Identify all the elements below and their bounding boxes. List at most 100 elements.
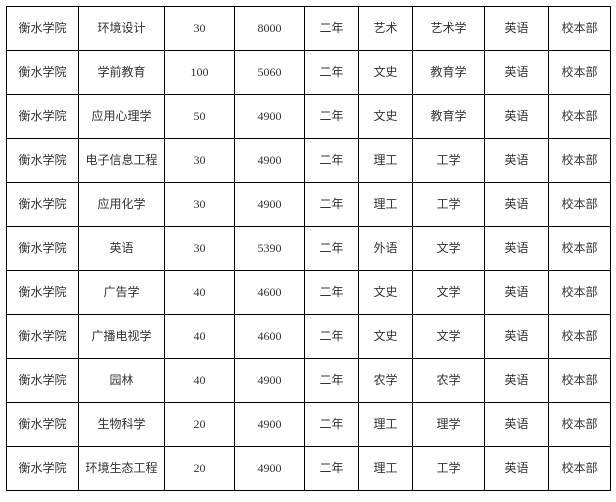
table-cell: 衡水学院 — [7, 227, 79, 271]
table-cell: 理工 — [359, 447, 413, 491]
table-cell: 4900 — [235, 359, 305, 403]
table-cell: 衡水学院 — [7, 51, 79, 95]
table-cell: 二年 — [305, 315, 359, 359]
table-cell: 广播电视学 — [79, 315, 165, 359]
table-cell: 衡水学院 — [7, 183, 79, 227]
table-cell: 二年 — [305, 227, 359, 271]
table-cell: 4900 — [235, 95, 305, 139]
table-cell: 校本部 — [549, 227, 611, 271]
table-cell: 5060 — [235, 51, 305, 95]
table-cell: 二年 — [305, 271, 359, 315]
table-cell: 校本部 — [549, 183, 611, 227]
table-cell: 生物科学 — [79, 403, 165, 447]
table-row: 衡水学院应用心理学504900二年文史教育学英语校本部 — [7, 95, 611, 139]
table-cell: 二年 — [305, 51, 359, 95]
table-row: 衡水学院园林404900二年农学农学英语校本部 — [7, 359, 611, 403]
table-cell: 4900 — [235, 183, 305, 227]
table-cell: 8000 — [235, 7, 305, 51]
table-cell: 艺术学 — [413, 7, 485, 51]
table-cell: 校本部 — [549, 139, 611, 183]
table-cell: 二年 — [305, 183, 359, 227]
table-cell: 英语 — [485, 359, 549, 403]
table-cell: 衡水学院 — [7, 139, 79, 183]
table-cell: 园林 — [79, 359, 165, 403]
table-cell: 二年 — [305, 359, 359, 403]
table-cell: 4900 — [235, 139, 305, 183]
table-cell: 英语 — [485, 447, 549, 491]
table-cell: 农学 — [359, 359, 413, 403]
table-cell: 英语 — [485, 95, 549, 139]
table-cell: 衡水学院 — [7, 95, 79, 139]
table-cell: 理工 — [359, 403, 413, 447]
table-cell: 校本部 — [549, 315, 611, 359]
table-row: 衡水学院应用化学304900二年理工工学英语校本部 — [7, 183, 611, 227]
table-cell: 校本部 — [549, 403, 611, 447]
table-cell: 30 — [165, 227, 235, 271]
table-cell: 外语 — [359, 227, 413, 271]
table-cell: 文学 — [413, 315, 485, 359]
table-cell: 教育学 — [413, 51, 485, 95]
table-cell: 英语 — [485, 315, 549, 359]
table-cell: 衡水学院 — [7, 359, 79, 403]
table-cell: 二年 — [305, 7, 359, 51]
table-cell: 二年 — [305, 403, 359, 447]
table-cell: 衡水学院 — [7, 447, 79, 491]
table-cell: 50 — [165, 95, 235, 139]
table-row: 衡水学院学前教育1005060二年文史教育学英语校本部 — [7, 51, 611, 95]
table-row: 衡水学院环境生态工程204900二年理工工学英语校本部 — [7, 447, 611, 491]
table-cell: 20 — [165, 403, 235, 447]
table-cell: 4900 — [235, 403, 305, 447]
table-cell: 30 — [165, 7, 235, 51]
table-cell: 40 — [165, 315, 235, 359]
table-row: 衡水学院电子信息工程304900二年理工工学英语校本部 — [7, 139, 611, 183]
table-cell: 40 — [165, 359, 235, 403]
table-cell: 文史 — [359, 315, 413, 359]
table-cell: 衡水学院 — [7, 271, 79, 315]
table-cell: 文学 — [413, 271, 485, 315]
table-cell: 工学 — [413, 139, 485, 183]
table-cell: 二年 — [305, 139, 359, 183]
table-cell: 校本部 — [549, 95, 611, 139]
table-cell: 4900 — [235, 447, 305, 491]
table-cell: 30 — [165, 139, 235, 183]
table-cell: 英语 — [79, 227, 165, 271]
table-cell: 英语 — [485, 183, 549, 227]
table-row: 衡水学院广告学404600二年文史文学英语校本部 — [7, 271, 611, 315]
table-cell: 理工 — [359, 183, 413, 227]
table-cell: 电子信息工程 — [79, 139, 165, 183]
table-cell: 英语 — [485, 139, 549, 183]
table-cell: 英语 — [485, 227, 549, 271]
table-cell: 学前教育 — [79, 51, 165, 95]
table-row: 衡水学院环境设计308000二年艺术艺术学英语校本部 — [7, 7, 611, 51]
table-cell: 4600 — [235, 271, 305, 315]
table-cell: 文史 — [359, 51, 413, 95]
table-cell: 英语 — [485, 7, 549, 51]
table-cell: 应用化学 — [79, 183, 165, 227]
table-cell: 理学 — [413, 403, 485, 447]
table-cell: 校本部 — [549, 51, 611, 95]
table-cell: 工学 — [413, 183, 485, 227]
table-cell: 校本部 — [549, 359, 611, 403]
table-cell: 英语 — [485, 271, 549, 315]
table-cell: 应用心理学 — [79, 95, 165, 139]
table-cell: 文史 — [359, 271, 413, 315]
table-cell: 英语 — [485, 51, 549, 95]
table-cell: 二年 — [305, 95, 359, 139]
table-cell: 30 — [165, 183, 235, 227]
table-cell: 衡水学院 — [7, 403, 79, 447]
table-cell: 二年 — [305, 447, 359, 491]
table-cell: 农学 — [413, 359, 485, 403]
table-cell: 艺术 — [359, 7, 413, 51]
table-cell: 20 — [165, 447, 235, 491]
table-cell: 校本部 — [549, 7, 611, 51]
table-cell: 衡水学院 — [7, 7, 79, 51]
table-cell: 理工 — [359, 139, 413, 183]
table-cell: 环境生态工程 — [79, 447, 165, 491]
data-table: 衡水学院环境设计308000二年艺术艺术学英语校本部衡水学院学前教育100506… — [6, 6, 611, 491]
table-cell: 环境设计 — [79, 7, 165, 51]
table-cell: 文史 — [359, 95, 413, 139]
table-cell: 4600 — [235, 315, 305, 359]
table-cell: 校本部 — [549, 447, 611, 491]
table-cell: 校本部 — [549, 271, 611, 315]
table-cell: 衡水学院 — [7, 315, 79, 359]
